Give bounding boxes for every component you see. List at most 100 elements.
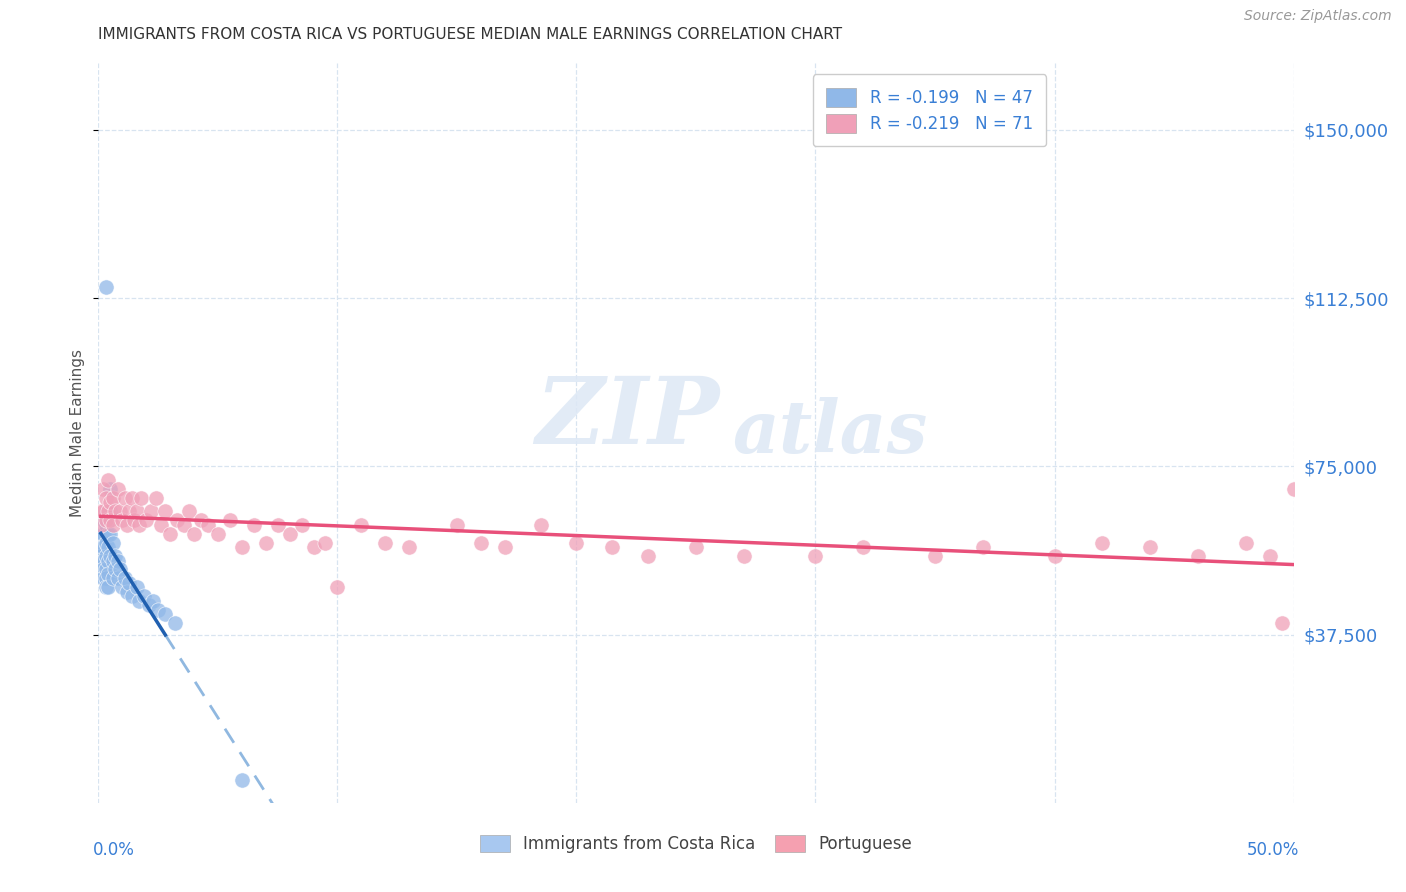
Point [104, 504, 127, 518]
Text: 50.0%: 50.0% [1247, 840, 1299, 859]
Point [94, 517, 117, 532]
Point [138, 599, 160, 613]
Point [166, 513, 188, 527]
Text: ZIP: ZIP [536, 373, 720, 463]
Point [326, 581, 349, 595]
Point [115, 585, 138, 599]
Point [98, 549, 122, 563]
Text: 0.0%: 0.0% [93, 840, 135, 859]
Point [565, 535, 588, 549]
Point [302, 540, 325, 554]
Point [398, 540, 420, 554]
Point [1234, 535, 1257, 549]
Point [94, 562, 117, 576]
Point [125, 504, 148, 518]
Point [97, 540, 120, 554]
Point [159, 526, 181, 541]
Point [91, 540, 114, 554]
Point [101, 553, 124, 567]
Point [98, 504, 122, 518]
Point [602, 540, 624, 554]
Point [114, 491, 136, 505]
Text: atlas: atlas [733, 397, 927, 468]
Point [107, 482, 129, 496]
Point [101, 535, 124, 549]
Point [142, 594, 165, 608]
Point [1187, 549, 1209, 563]
Point [1139, 540, 1161, 554]
Point [94, 535, 117, 549]
Point [1091, 535, 1114, 549]
Point [90, 540, 112, 554]
Point [108, 562, 131, 576]
Point [91, 504, 114, 518]
Point [278, 526, 301, 541]
Point [128, 594, 150, 608]
Point [98, 495, 122, 509]
Point [97, 566, 120, 581]
Point [173, 517, 195, 532]
Point [101, 571, 124, 585]
Point [350, 517, 373, 532]
Point [972, 540, 994, 554]
Point [219, 513, 242, 527]
Point [145, 491, 167, 505]
Point [111, 581, 134, 595]
Point [852, 540, 875, 554]
Point [231, 773, 253, 788]
Point [97, 581, 120, 595]
Point [494, 540, 516, 554]
Point [148, 603, 170, 617]
Point [91, 562, 114, 576]
Point [90, 549, 112, 563]
Point [94, 280, 117, 294]
Point [374, 535, 396, 549]
Point [267, 517, 290, 532]
Point [470, 535, 492, 549]
Point [97, 504, 120, 518]
Point [804, 549, 827, 563]
Point [207, 526, 229, 541]
Point [115, 517, 138, 532]
Point [114, 571, 136, 585]
Point [1258, 549, 1281, 563]
Point [291, 517, 314, 532]
Point [101, 491, 124, 505]
Point [924, 549, 946, 563]
Point [104, 549, 127, 563]
Point [1271, 616, 1294, 631]
Point [91, 571, 114, 585]
Point [108, 504, 131, 518]
Point [124, 513, 146, 527]
Point [131, 491, 153, 505]
Point [1043, 549, 1066, 563]
Point [197, 517, 219, 532]
Point [149, 517, 172, 532]
Point [104, 562, 127, 576]
Point [98, 526, 122, 541]
Point [1282, 482, 1305, 496]
Point [90, 504, 112, 518]
Point [94, 504, 117, 518]
Point [179, 504, 201, 518]
Point [121, 590, 143, 604]
Point [132, 590, 155, 604]
Point [243, 517, 266, 532]
Point [101, 517, 124, 532]
Text: IMMIGRANTS FROM COSTA RICA VS PORTUGUESE MEDIAN MALE EARNINGS CORRELATION CHART: IMMIGRANTS FROM COSTA RICA VS PORTUGUESE… [98, 27, 842, 42]
Text: Source: ZipAtlas.com: Source: ZipAtlas.com [1244, 9, 1392, 23]
Point [183, 526, 205, 541]
Point [98, 513, 122, 527]
Point [685, 540, 707, 554]
Point [446, 517, 468, 532]
Point [530, 517, 553, 532]
Point [128, 517, 150, 532]
Point [91, 482, 114, 496]
Point [155, 504, 177, 518]
Y-axis label: Median Male Earnings: Median Male Earnings [70, 349, 86, 516]
Point [91, 526, 114, 541]
Point [97, 473, 120, 487]
Point [94, 581, 117, 595]
Point [97, 553, 120, 567]
Point [155, 607, 177, 622]
